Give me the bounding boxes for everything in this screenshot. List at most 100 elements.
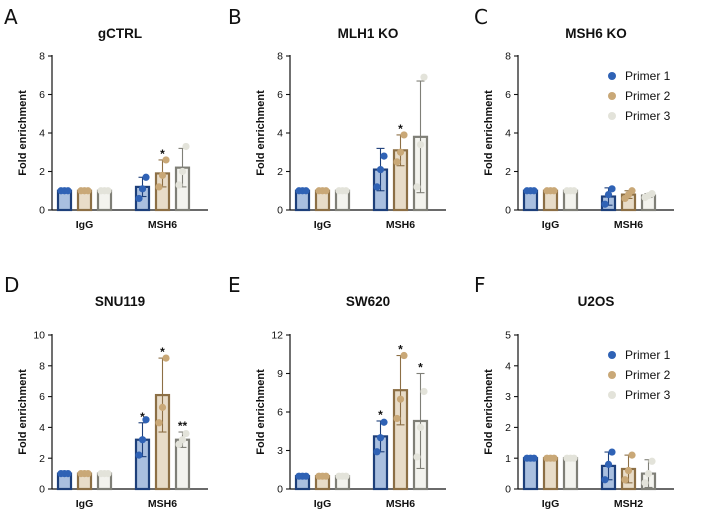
data-point: [380, 152, 388, 160]
y-tick-label: 8: [39, 360, 45, 372]
data-point: [182, 142, 190, 151]
panel-title: SW620: [346, 294, 390, 309]
y-tick-label: 4: [277, 128, 283, 140]
panel-title: U2OS: [578, 294, 615, 309]
legend-label: Primer 1: [625, 69, 671, 83]
data-point: [135, 451, 143, 459]
x-category-label: IgG: [542, 219, 560, 231]
data-point: [416, 423, 425, 431]
data-point: [420, 73, 428, 81]
significance-marker: *: [418, 361, 423, 375]
data-point: [400, 351, 408, 360]
panel-c: C MSH6 KO 0 2 4 6 8 Fold enrichment IgG MSH6 Prime…: [474, 5, 674, 231]
panel-e: E SW620 0 3 6 9 12 Fold enrichment IgG MSH6 * * *: [228, 273, 446, 510]
data-point: [400, 131, 408, 139]
data-point: [570, 187, 578, 195]
y-tick-label: 8: [277, 51, 283, 63]
data-point: [84, 470, 92, 478]
data-point: [342, 187, 350, 195]
panel-b: B MLH1 KO 0 2 4 6 8 Fold enrichment IgG MSH6 *: [228, 5, 446, 231]
y-tick-label: 6: [39, 89, 45, 101]
data-point: [648, 457, 656, 465]
bar-primer2: [542, 457, 559, 491]
panel-title: MSH6 KO: [565, 26, 627, 41]
legend-label: Primer 1: [625, 348, 671, 362]
y-axis-label: Fold enrichment: [17, 90, 29, 176]
data-point: [84, 187, 92, 195]
data-point: [628, 187, 636, 195]
data-point: [624, 466, 633, 475]
y-tick-label: 0: [277, 205, 283, 217]
legend-label: Primer 2: [625, 368, 671, 382]
data-point: [175, 181, 183, 189]
y-tick-label: 6: [277, 89, 283, 101]
data-point: [530, 187, 538, 195]
data-point: [641, 479, 649, 487]
y-tick-label: 6: [39, 391, 45, 403]
panel-letter: F: [474, 273, 486, 297]
x-category-label: IgG: [314, 498, 332, 510]
data-point: [550, 187, 558, 195]
data-point: [162, 156, 170, 164]
y-tick-label: 5: [505, 330, 511, 342]
data-point: [155, 183, 163, 191]
y-tick-label: 0: [277, 484, 283, 496]
data-point: [162, 354, 170, 362]
y-tick-label: 6: [505, 89, 511, 101]
bar-primer3: [562, 457, 579, 491]
data-point: [420, 387, 428, 396]
data-point: [393, 158, 401, 166]
data-point: [608, 185, 616, 193]
legend-marker: [608, 391, 616, 399]
y-tick-label: 8: [505, 51, 511, 63]
y-axis-label: Fold enrichment: [17, 369, 29, 455]
y-tick-label: 0: [39, 205, 45, 217]
y-tick-label: 4: [505, 128, 511, 140]
x-category-label: MSH6: [148, 498, 177, 510]
bar-primer1: [522, 457, 539, 491]
data-point: [155, 419, 163, 427]
significance-marker: *: [160, 147, 165, 161]
legend-label: Primer 3: [625, 388, 671, 402]
data-point: [178, 167, 187, 176]
data-point: [628, 451, 636, 459]
x-category-label: IgG: [76, 498, 94, 510]
panel-letter: C: [474, 5, 488, 29]
data-point: [373, 448, 381, 456]
legend-marker: [608, 72, 616, 80]
legend-marker: [608, 371, 616, 379]
data-point: [158, 171, 167, 179]
significance-marker: *: [140, 410, 145, 424]
data-point: [380, 418, 388, 426]
data-point: [64, 187, 72, 195]
significance-marker: **: [178, 419, 188, 433]
y-tick-label: 0: [39, 484, 45, 496]
data-point: [601, 476, 609, 484]
data-point: [396, 148, 405, 156]
significance-marker: *: [378, 408, 383, 422]
x-category-label: MSH6: [148, 219, 177, 231]
data-point: [178, 436, 187, 444]
y-tick-label: 12: [271, 330, 283, 342]
data-point: [322, 472, 330, 480]
data-point: [604, 191, 613, 199]
data-point: [64, 470, 72, 478]
data-point: [342, 472, 350, 480]
legend-marker: [608, 112, 616, 120]
legend-marker: [608, 92, 616, 100]
y-tick-label: 8: [39, 51, 45, 63]
data-point: [302, 472, 310, 480]
data-point: [413, 183, 421, 191]
data-point: [104, 470, 112, 478]
data-point: [604, 460, 613, 468]
data-point: [570, 454, 578, 462]
y-axis-label: Fold enrichment: [483, 90, 495, 176]
data-point: [142, 416, 150, 424]
y-tick-label: 0: [505, 484, 511, 496]
data-point: [376, 434, 385, 442]
y-tick-label: 2: [277, 166, 283, 178]
panel-title: SNU119: [95, 294, 145, 309]
data-point: [621, 476, 629, 484]
